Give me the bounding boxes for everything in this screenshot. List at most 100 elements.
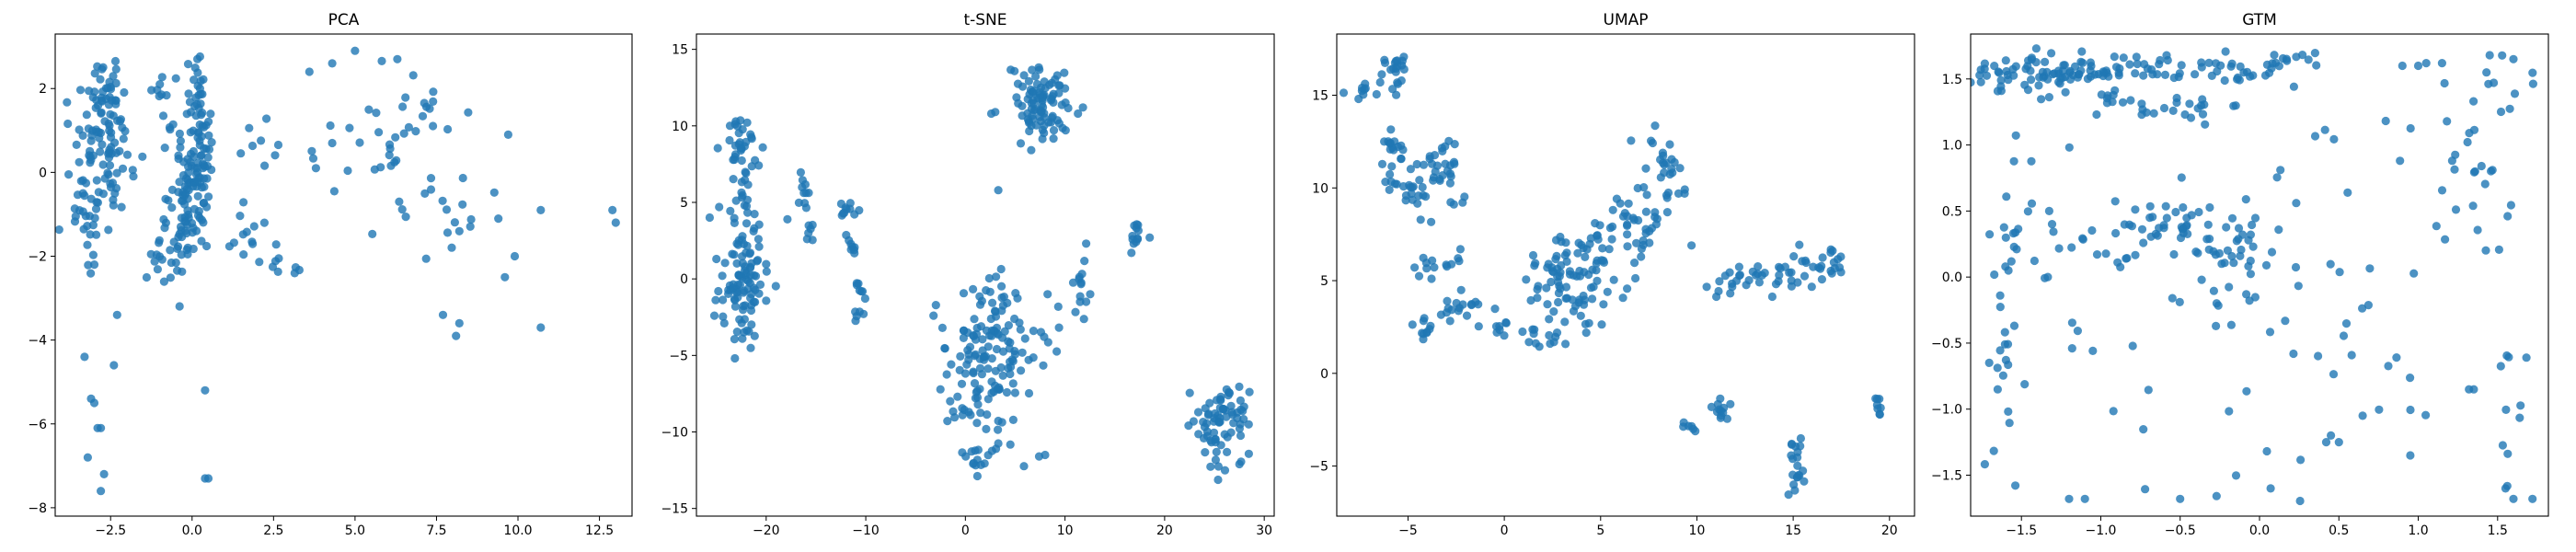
data-point	[709, 311, 719, 320]
data-point	[1754, 262, 1763, 271]
data-point	[712, 254, 721, 264]
data-point	[2168, 106, 2178, 115]
data-point	[168, 120, 178, 129]
data-point	[2225, 407, 2234, 416]
data-point	[1667, 165, 1676, 174]
data-point	[2358, 411, 2367, 420]
data-point	[1445, 178, 1455, 188]
data-point	[2116, 262, 2125, 271]
data-point	[458, 200, 467, 209]
data-point	[1375, 77, 1385, 87]
data-point	[98, 160, 108, 169]
x-tick-label: 10.0	[503, 523, 532, 538]
data-point	[392, 155, 401, 165]
data-point	[730, 302, 741, 311]
data-point	[193, 191, 202, 201]
data-point	[2504, 352, 2513, 362]
data-point	[157, 73, 167, 82]
data-point	[351, 46, 360, 55]
data-point	[998, 371, 1007, 380]
data-point	[737, 155, 746, 166]
data-point	[2310, 132, 2320, 141]
data-point	[2470, 167, 2479, 176]
data-point	[1971, 77, 1975, 87]
data-point	[1790, 486, 1800, 495]
data-point	[1214, 418, 1224, 427]
data-point	[1552, 328, 1562, 338]
data-point	[972, 386, 982, 396]
data-point	[2141, 485, 2150, 494]
data-point	[401, 213, 410, 222]
data-point	[1528, 325, 1537, 334]
data-point	[194, 206, 203, 216]
data-point	[343, 166, 352, 176]
data-point	[1687, 241, 1696, 250]
data-point	[980, 352, 989, 362]
data-point	[1627, 136, 1636, 145]
data-point	[92, 230, 101, 239]
data-point	[169, 237, 178, 247]
data-point	[2126, 96, 2135, 105]
x-tick-label: −1.0	[2085, 523, 2116, 538]
data-point	[1553, 264, 1562, 273]
data-point	[2155, 60, 2164, 69]
data-point	[711, 295, 720, 305]
x-tick-label: 1.5	[2488, 523, 2508, 538]
data-point	[2122, 254, 2131, 263]
data-point	[2494, 245, 2503, 254]
data-point	[2271, 58, 2281, 67]
data-point	[1760, 269, 1769, 278]
data-point	[1386, 125, 1396, 134]
data-point	[167, 203, 177, 213]
data-point	[1680, 189, 1689, 198]
data-point	[2498, 51, 2507, 60]
data-point	[2447, 156, 2456, 166]
data-point	[1422, 328, 1432, 337]
plot-frame	[1970, 33, 2549, 517]
chart-panel-1: PCA −2.5 0.0 2.5 5.0 7.5 10.0 12.5 −8 −6 −4 −2 0 2	[28, 11, 633, 538]
data-point	[1691, 427, 1700, 436]
data-point	[1028, 65, 1037, 75]
data-point	[1575, 266, 1584, 276]
data-point	[1413, 199, 1422, 208]
data-point	[1225, 388, 1235, 397]
data-point	[854, 279, 863, 288]
data-point	[1557, 237, 1566, 247]
data-point	[2375, 405, 2384, 414]
data-point	[2291, 262, 2301, 272]
data-point	[411, 127, 420, 136]
data-point	[2406, 405, 2415, 415]
data-point	[1058, 123, 1067, 132]
data-point	[847, 242, 857, 251]
x-tick-label: −10	[852, 523, 880, 538]
data-point	[850, 210, 859, 219]
data-point	[1817, 275, 1826, 284]
data-point	[1086, 290, 1095, 299]
data-point	[1189, 417, 1198, 426]
data-point	[1010, 66, 1019, 75]
data-point	[800, 199, 810, 208]
data-point	[1609, 275, 1618, 284]
data-point	[391, 132, 400, 142]
data-point	[2140, 60, 2149, 69]
data-point	[1562, 257, 1571, 266]
data-point	[2365, 264, 2375, 273]
data-point	[2041, 273, 2050, 282]
data-point	[2109, 90, 2118, 99]
data-point	[247, 141, 258, 151]
data-point	[1633, 183, 1642, 193]
data-point	[798, 176, 808, 185]
data-point	[1236, 457, 1246, 466]
data-point	[89, 398, 99, 408]
data-point	[155, 252, 165, 261]
data-point	[937, 323, 947, 332]
data-point	[1582, 245, 1592, 254]
data-point	[730, 335, 740, 344]
data-point	[2175, 297, 2184, 306]
data-point	[842, 230, 851, 240]
data-point	[2528, 79, 2537, 88]
data-point	[81, 212, 90, 221]
data-point	[732, 259, 742, 268]
data-point	[714, 286, 723, 296]
